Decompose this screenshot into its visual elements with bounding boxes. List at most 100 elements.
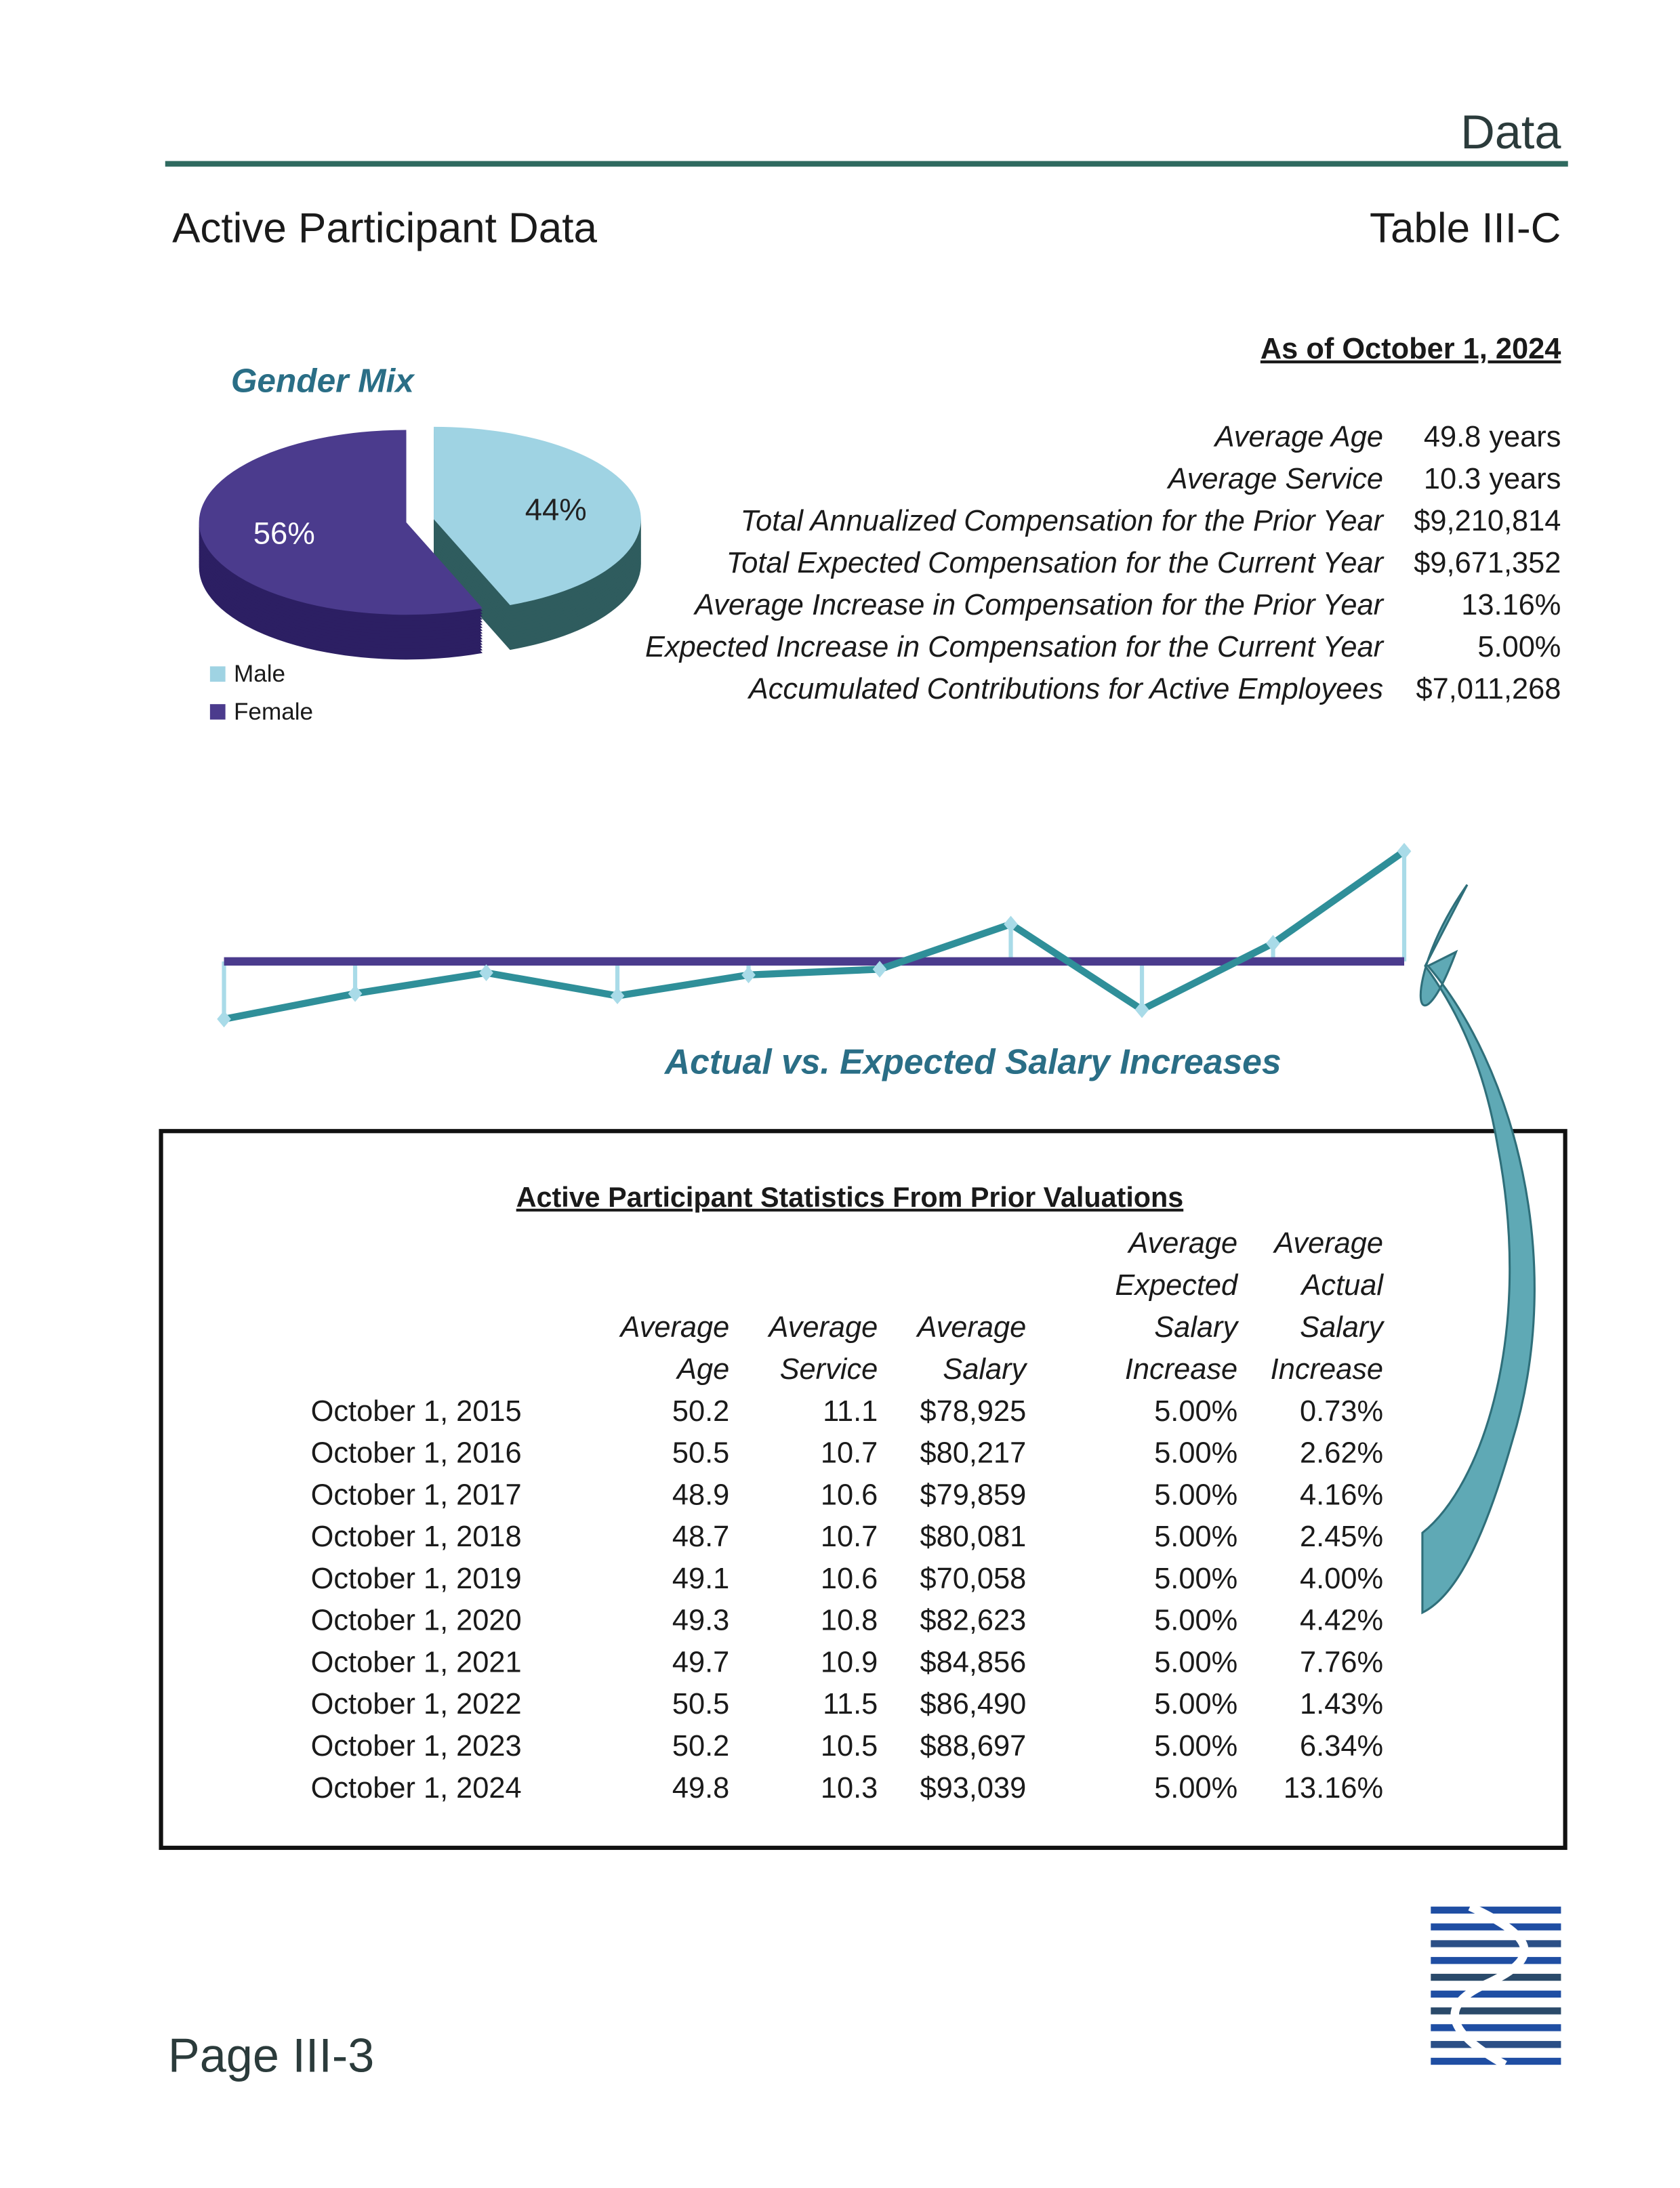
table-cell: $78,925 [920,1395,1026,1428]
legend-swatch [209,666,226,682]
table-cell: 5.00% [1154,1395,1237,1428]
stat-value: 13.16% [1461,589,1561,621]
table-cell: 2.62% [1300,1437,1383,1470]
column-header: Salary [1154,1311,1239,1344]
table-cell: 10.6 [821,1563,878,1595]
pie-label: 56% [253,516,315,551]
row-label: October 1, 2020 [311,1605,522,1637]
table-cell: 49.1 [672,1563,729,1595]
table-cell: 2.45% [1300,1521,1383,1553]
table-cell: 5.00% [1154,1437,1237,1470]
series-line [223,848,1406,1023]
logo-stripe [1431,1990,1561,1998]
column-header: Average [915,1311,1026,1344]
row-label: October 1, 2023 [311,1730,522,1762]
pie-slice [434,426,641,605]
pie-title: Gender Mix [231,361,415,399]
table-cell: 0.73% [1300,1395,1383,1428]
stat-value: 10.3 years [1424,463,1561,495]
stat-value: 5.00% [1477,631,1561,663]
table-cell: 4.42% [1300,1605,1383,1637]
column-header: Average [1272,1227,1383,1260]
table-cell: 6.34% [1300,1730,1383,1762]
column-header: Increase [1125,1353,1237,1386]
table-cell: 49.8 [672,1772,729,1804]
logo-stripe [1431,1940,1561,1947]
marker [348,985,363,1002]
logo-stripe [1431,1906,1561,1914]
stat-label: Average Service [1166,463,1383,495]
row-label: October 1, 2016 [311,1437,522,1470]
page-number: Page III-3 [168,2028,374,2082]
decorative-arrow [1419,884,1536,1615]
table-title: Active Participant Statistics From Prior… [516,1182,1184,1213]
row-label: October 1, 2024 [311,1772,522,1804]
table-cell: 50.5 [672,1688,729,1720]
column-header: Average [1126,1227,1237,1260]
table-cell: $84,856 [920,1646,1026,1678]
table-cell: 5.00% [1154,1730,1237,1762]
table-cell: $79,859 [920,1479,1026,1511]
pie-label: 44% [525,492,587,527]
column-header: Average [619,1311,730,1344]
table-cell: 50.5 [672,1437,729,1470]
stat-label: Total Annualized Compensation for the Pr… [741,505,1385,537]
table-cell: 49.7 [672,1646,729,1678]
column-header: Salary [1300,1311,1385,1344]
table-cell: 7.76% [1300,1646,1383,1678]
table-cell: 10.9 [821,1646,878,1678]
table-cell: 11.5 [823,1688,878,1720]
stat-value: $9,210,814 [1414,505,1561,537]
table-box [159,1129,1568,1851]
table-cell: 50.2 [672,1395,729,1428]
marker [1397,842,1412,860]
stat-label: Average Increase in Compensation for the… [693,589,1384,621]
line-title: Actual vs. Expected Salary Increases [663,1042,1282,1081]
column-header: Age [675,1353,729,1386]
table-cell: $93,039 [920,1772,1026,1804]
logo-stripe [1431,2024,1561,2031]
table-cell: 50.2 [672,1730,729,1762]
table-cell: 48.7 [672,1521,729,1553]
marker [217,1010,231,1028]
table-cell: $86,490 [920,1688,1026,1720]
legend-label: Female [234,699,313,725]
row-label: October 1, 2017 [311,1479,522,1511]
stat-value: $7,011,268 [1416,673,1561,705]
table-cell: $80,217 [920,1437,1026,1470]
stat-label: Total Expected Compensation for the Curr… [726,547,1385,579]
table-cell: 10.7 [821,1437,878,1470]
section-label: Data [1460,105,1561,159]
column-header: Service [780,1353,878,1386]
legend-label: Male [234,661,285,687]
marker [741,966,756,984]
pie-slice [199,430,483,615]
as-of-date: As of October 1, 2024 [1261,333,1561,365]
table-cell: 5.00% [1154,1688,1237,1720]
row-label: October 1, 2021 [311,1646,522,1678]
column-header: Actual [1299,1269,1384,1302]
logo-stripe [1431,2041,1561,2048]
table-cell: 5.00% [1154,1479,1237,1511]
table-cell: 48.9 [672,1479,729,1511]
table-cell: 5.00% [1154,1563,1237,1595]
stat-value: 49.8 years [1424,421,1561,453]
stat-label: Expected Increase in Compensation for th… [645,631,1385,663]
row-label: October 1, 2022 [311,1688,522,1720]
stat-label: Accumulated Contributions for Active Emp… [747,673,1383,705]
table-cell: 5.00% [1154,1646,1237,1678]
column-header: Increase [1271,1353,1383,1386]
table-cell: 4.00% [1300,1563,1383,1595]
table-cell: 5.00% [1154,1605,1237,1637]
page-title: Active Participant Data [172,205,597,251]
table-cell: 10.6 [821,1479,878,1511]
table-cell: $82,623 [920,1605,1026,1637]
column-header: Average [766,1311,878,1344]
table-cell: 4.16% [1300,1479,1383,1511]
marker [1004,915,1018,933]
column-header: Salary [943,1353,1027,1386]
table-cell: 5.00% [1154,1521,1237,1553]
stat-label: Average Age [1213,421,1383,453]
